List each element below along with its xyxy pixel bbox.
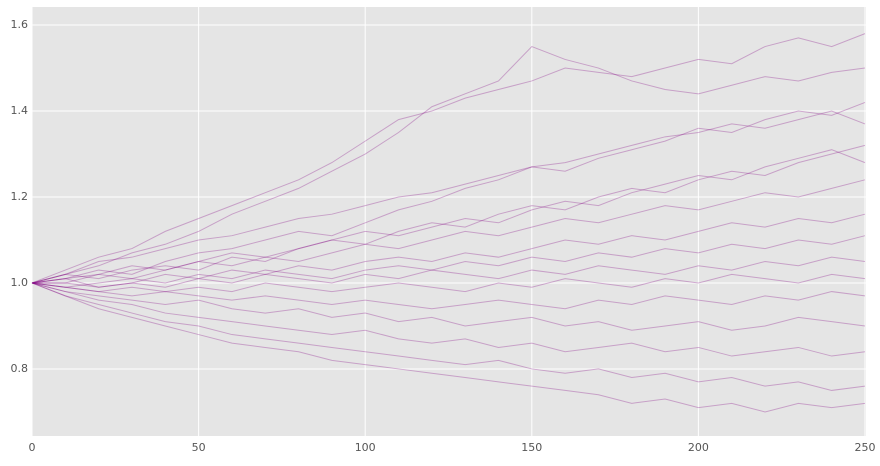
simulation-path	[31, 110, 866, 284]
simulation-path	[31, 282, 866, 391]
x-tick-label: 0	[29, 441, 36, 454]
x-tick-label: 250	[855, 441, 876, 454]
y-tick-label: 1.2	[11, 190, 29, 203]
simulation-path	[31, 45, 866, 284]
simulation-path	[31, 282, 866, 413]
simulation-path	[31, 144, 866, 284]
x-tick-label: 100	[355, 441, 376, 454]
simulation-path	[32, 256, 866, 288]
x-tick-label: 50	[192, 441, 206, 454]
x-tick-label: 200	[688, 441, 709, 454]
simulation-path	[31, 101, 866, 284]
simulation-path	[31, 213, 866, 288]
simulation-path	[31, 33, 866, 284]
plot-area	[32, 7, 866, 436]
simulation-path	[32, 179, 866, 284]
simulation-path	[31, 273, 866, 293]
simulation-path	[31, 149, 866, 284]
y-tick-label: 0.8	[11, 362, 29, 375]
simulation-path	[31, 235, 866, 288]
simulation-path	[31, 282, 866, 310]
y-tick-label: 1.4	[11, 104, 29, 117]
y-tick-label: 1.0	[11, 276, 29, 289]
x-tick-label: 150	[521, 441, 542, 454]
simulation-path	[31, 282, 866, 357]
y-tick-label: 1.6	[11, 18, 29, 31]
simulation-path	[31, 282, 866, 331]
